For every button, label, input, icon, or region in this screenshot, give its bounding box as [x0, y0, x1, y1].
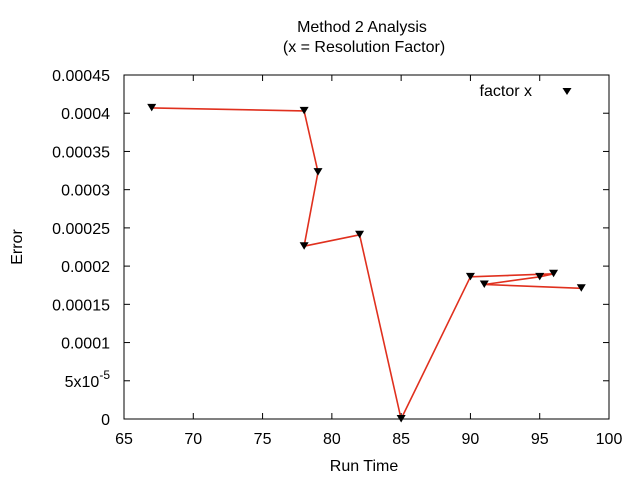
data-point	[465, 272, 475, 281]
data-point	[147, 103, 157, 112]
x-axis-tick-labels: 65 70 75 80 85 90 95 100	[115, 431, 622, 448]
x-tick-label: 65	[115, 431, 133, 448]
x-tick-label: 70	[184, 431, 202, 448]
y-tick-label-exponent: -5	[99, 368, 110, 382]
chart-title: Method 2 Analysis	[297, 19, 427, 36]
data-point	[313, 168, 323, 176]
series-lines	[151, 107, 582, 420]
data-point	[355, 230, 365, 239]
y-axis-tick-labels: 0 5x10-5 0.0001 0.00015 0.0002 0.00025 0.0003 0…	[52, 68, 110, 429]
y-tick-label-base: 5x10	[65, 374, 100, 391]
x-axis-label: Run Time	[330, 458, 399, 475]
x-tick-label: 75	[254, 431, 272, 448]
y-tick-label: 0.00035	[52, 144, 110, 161]
axis-ticks	[123, 74, 610, 420]
data-point	[549, 269, 559, 278]
plot-area-frame	[123, 74, 610, 420]
y-tick-label: 0.00015	[52, 297, 110, 314]
y-axis-label: Error	[9, 229, 26, 265]
x-tick-label: 100	[596, 431, 623, 448]
data-point	[299, 242, 309, 250]
series-line-factor-x	[151, 107, 582, 420]
data-point	[535, 272, 545, 281]
x-tick-label: 80	[323, 431, 341, 448]
data-point	[479, 280, 489, 288]
y-tick-label: 0.0004	[61, 106, 110, 123]
y-tick-label: 0	[101, 412, 110, 429]
data-point	[576, 284, 586, 292]
legend-label-factor-x: factor x	[480, 83, 532, 100]
chart-subtitle: (x = Resolution Factor)	[283, 39, 445, 56]
y-tick-label: 0.0001	[61, 336, 110, 353]
y-tick-label: 0.0003	[61, 183, 110, 200]
x-tick-label: 95	[531, 431, 549, 448]
series-markers	[147, 103, 586, 423]
x-tick-label: 90	[462, 431, 480, 448]
legend: factor x	[480, 83, 572, 100]
data-point	[299, 106, 309, 115]
y-tick-label: 0.00025	[52, 221, 110, 238]
data-point	[396, 415, 406, 423]
y-tick-label: 0.0002	[61, 259, 110, 276]
legend-marker-factor-x	[562, 88, 572, 95]
x-tick-label: 85	[392, 431, 410, 448]
y-tick-label: 5x10-5	[65, 368, 111, 391]
y-tick-label: 0.00045	[52, 68, 110, 85]
